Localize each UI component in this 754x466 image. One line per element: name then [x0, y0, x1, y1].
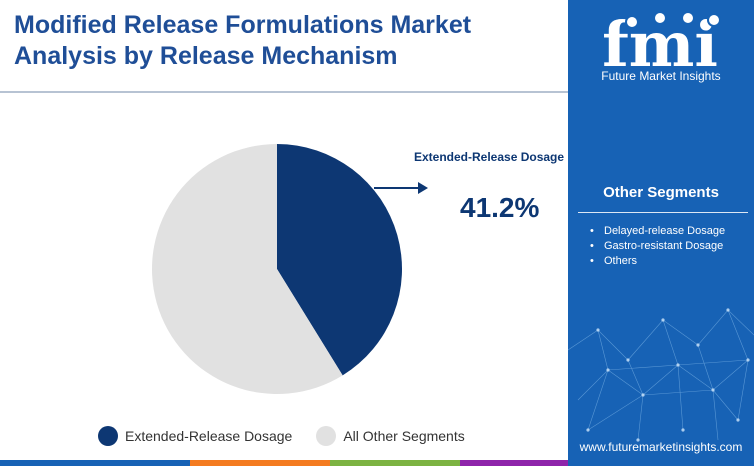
legend-label: Extended-Release Dosage — [125, 428, 293, 444]
pie-slice-all-other-segments — [152, 144, 343, 394]
callout-label: Extended-Release Dosage — [414, 150, 565, 164]
legend-label: All Other Segments — [343, 428, 465, 444]
legend: Extended-Release Dosage All Other Segmen… — [98, 424, 489, 448]
website-url: www.futuremarketinsights.com — [579, 440, 743, 454]
chart-title: Modified Release Formulations Market Ana… — [14, 10, 564, 72]
pie-slice-extended-release-dosage — [277, 144, 403, 376]
fmi-logo: fmi — [602, 8, 721, 76]
network-decoration — [568, 308, 754, 442]
bar-segment — [0, 460, 190, 466]
title-line-1: Modified Release Formulations Market — [14, 11, 472, 39]
other-segments-divider — [578, 212, 748, 213]
segment-item: Delayed-release Dosage — [590, 224, 725, 239]
other-segments-title: Other Segments — [603, 184, 719, 201]
legend-item-all-other-segments: All Other Segments — [316, 426, 465, 446]
callout-arrow-icon — [374, 182, 428, 194]
callout-value: 41.2% — [460, 192, 540, 223]
segment-item: Others — [590, 254, 725, 269]
bar-segment — [190, 460, 330, 466]
bar-segment — [330, 460, 460, 466]
other-segments-list: Delayed-release Dosage Gastro-resistant … — [590, 224, 725, 269]
segment-item: Gastro-resistant Dosage — [590, 239, 725, 254]
sidebar-panel: fmi Future Market Insights Other Segment… — [568, 0, 754, 466]
brand-name: Future Market Insights — [601, 69, 721, 83]
title-divider — [0, 91, 568, 93]
legend-item-extended-release: Extended-Release Dosage — [98, 426, 292, 446]
bottom-color-bar — [0, 460, 568, 466]
legend-swatch — [98, 426, 118, 446]
legend-swatch — [316, 426, 337, 446]
pie-chart — [152, 144, 403, 394]
bar-segment — [460, 460, 568, 466]
title-line-2: Analysis by Release Mechanism — [14, 42, 398, 70]
